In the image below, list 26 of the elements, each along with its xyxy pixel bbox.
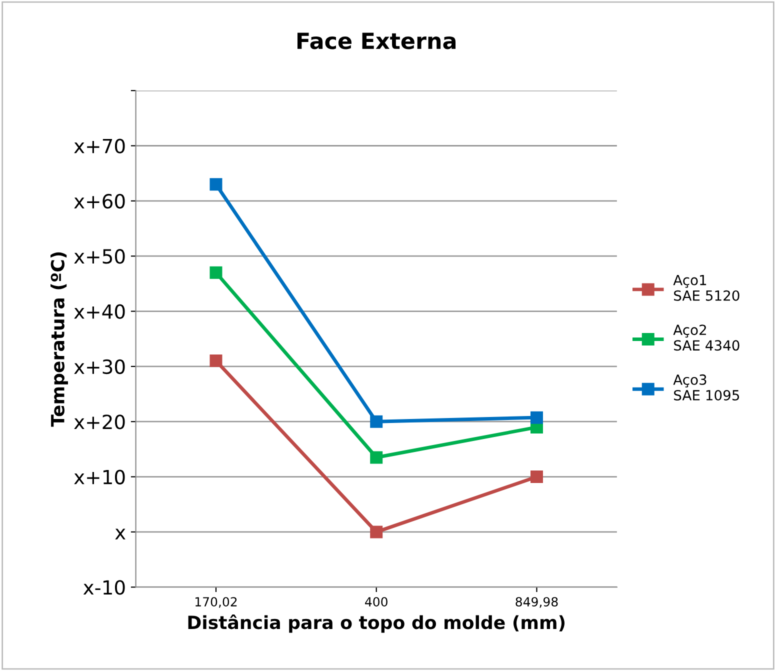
text: x+50 [74, 249, 125, 264]
text: x-10 [83, 580, 125, 595]
point [370, 415, 383, 428]
x-tick-label: 849,98 [516, 597, 558, 608]
chart-title: Face Externa [297, 32, 456, 50]
legend-label: Aço1 SAE 5120 [673, 274, 740, 301]
text: x+20 [74, 414, 125, 430]
text: x+70 [74, 138, 125, 154]
x-axis-title: Distância para o topo do molde (mm) [188, 614, 564, 633]
legend-label: Aço3 SAE 1095 [673, 374, 740, 400]
point [370, 526, 383, 538]
y-axis-title: Temperatura (ºC) [50, 252, 68, 427]
text: x+60 [74, 194, 125, 209]
point [210, 178, 222, 191]
text: x+10 [74, 470, 125, 484]
point [370, 451, 383, 464]
x-tick-label: 170,02 [195, 597, 237, 608]
point [530, 470, 543, 484]
legend-label: Aço2 SAE 4340 [673, 324, 740, 351]
point [210, 354, 222, 368]
text: x+40 [74, 304, 125, 319]
x-tick-label: 400 [365, 597, 388, 607]
text: x+30 [74, 359, 125, 374]
point [530, 411, 543, 424]
point [210, 266, 222, 279]
text: x [115, 528, 126, 540]
